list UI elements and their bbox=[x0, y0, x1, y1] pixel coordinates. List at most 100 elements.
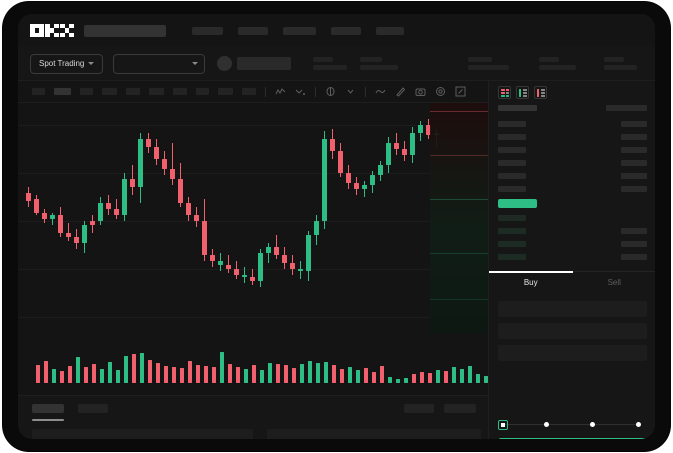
orders-placeholder-rows bbox=[32, 429, 481, 439]
candle-body bbox=[66, 233, 71, 237]
timeframe-1[interactable] bbox=[32, 88, 45, 95]
candle-body bbox=[122, 179, 127, 215]
bid-row-price[interactable] bbox=[498, 254, 526, 260]
ask-row-price[interactable] bbox=[498, 186, 526, 192]
total-field[interactable] bbox=[498, 345, 647, 361]
candle-body bbox=[138, 139, 143, 187]
volume-bar bbox=[412, 374, 416, 383]
nav-item-3[interactable] bbox=[283, 26, 316, 35]
timeframe-2[interactable] bbox=[54, 88, 71, 95]
tab-order-history[interactable] bbox=[78, 404, 108, 413]
drawing-tools-icon[interactable] bbox=[395, 86, 406, 97]
candle bbox=[42, 103, 47, 333]
timeframe-7[interactable] bbox=[173, 88, 187, 95]
order-book-rows[interactable] bbox=[489, 105, 655, 271]
candle bbox=[218, 103, 223, 333]
market-type-select[interactable]: Spot Trading bbox=[30, 53, 104, 74]
bid-row-price[interactable] bbox=[498, 241, 526, 247]
tab-buy[interactable]: Buy bbox=[489, 271, 573, 293]
timeframe-6[interactable] bbox=[149, 88, 164, 95]
timeframe-8[interactable] bbox=[196, 88, 209, 95]
ask-row-price[interactable] bbox=[498, 134, 526, 140]
bid-row-amount[interactable] bbox=[621, 241, 647, 247]
stat-volume bbox=[468, 57, 510, 70]
stepper-step-active[interactable] bbox=[498, 420, 508, 430]
amount-field[interactable] bbox=[498, 323, 647, 339]
candle-body bbox=[378, 165, 383, 175]
timeframe-9[interactable] bbox=[218, 88, 233, 95]
camera-icon[interactable] bbox=[415, 86, 426, 97]
ask-row-amount[interactable] bbox=[621, 147, 647, 153]
bid-row-amount[interactable] bbox=[621, 228, 647, 234]
bids-only-icon[interactable] bbox=[516, 86, 529, 99]
asks-only-icon[interactable] bbox=[534, 86, 547, 99]
volume-histogram[interactable] bbox=[18, 333, 488, 395]
candle-body bbox=[282, 255, 287, 263]
line-chart-icon[interactable] bbox=[375, 86, 386, 97]
candle bbox=[242, 103, 247, 333]
trading-pair-select[interactable] bbox=[113, 53, 206, 74]
timeframe-4[interactable] bbox=[102, 88, 117, 95]
nav-item-1[interactable] bbox=[192, 26, 223, 35]
nav-item-4[interactable] bbox=[331, 26, 361, 35]
candle-body bbox=[362, 185, 367, 189]
ask-row-price[interactable] bbox=[498, 160, 526, 166]
depth-line-2 bbox=[430, 155, 488, 156]
order-book-spread-highlight[interactable] bbox=[498, 199, 537, 208]
order-book-header-amount[interactable] bbox=[606, 105, 647, 111]
stepper-step-4[interactable] bbox=[636, 422, 641, 427]
tab-sell[interactable]: Sell bbox=[573, 272, 656, 293]
timeframe-3[interactable] bbox=[80, 88, 93, 95]
volume-bar bbox=[60, 371, 64, 383]
stat-low bbox=[539, 57, 577, 70]
nav-item-2[interactable] bbox=[238, 26, 268, 35]
ask-row-amount[interactable] bbox=[621, 186, 647, 192]
compare-icon[interactable] bbox=[325, 86, 336, 97]
amount-stepper[interactable] bbox=[498, 419, 647, 431]
both-sides-icon[interactable] bbox=[498, 86, 511, 99]
ask-row-price[interactable] bbox=[498, 173, 526, 179]
ask-row-amount[interactable] bbox=[621, 121, 647, 127]
market-type-label: Spot Trading bbox=[39, 59, 85, 68]
bid-row-price[interactable] bbox=[498, 228, 526, 234]
fullscreen-icon[interactable] bbox=[455, 86, 466, 97]
gridline-2 bbox=[18, 173, 488, 174]
chevron-down-icon[interactable] bbox=[345, 86, 356, 97]
chart-type-icon[interactable] bbox=[295, 86, 306, 97]
nav-item-5[interactable] bbox=[376, 26, 404, 35]
stepper-step-3[interactable] bbox=[590, 422, 595, 427]
orders-action-1[interactable] bbox=[404, 404, 434, 413]
timeframe-10[interactable] bbox=[242, 88, 256, 95]
app-screen: OKX Spot Trading bbox=[18, 14, 655, 439]
submit-order-button[interactable] bbox=[498, 438, 647, 439]
header-nav bbox=[192, 26, 404, 35]
volume-bar bbox=[388, 377, 392, 383]
volume-bar bbox=[156, 363, 160, 383]
candlestick-chart[interactable] bbox=[18, 103, 488, 333]
tab-sell-label: Sell bbox=[607, 278, 621, 287]
price-field[interactable] bbox=[498, 301, 647, 317]
bid-row-amount[interactable] bbox=[621, 254, 647, 260]
tab-open-orders[interactable] bbox=[32, 404, 64, 413]
ask-row-price[interactable] bbox=[498, 147, 526, 153]
ask-row-amount[interactable] bbox=[621, 160, 647, 166]
order-book-header-price[interactable] bbox=[498, 105, 537, 111]
candle-body bbox=[242, 275, 247, 277]
candle bbox=[114, 103, 119, 333]
indicators-icon[interactable] bbox=[275, 86, 286, 97]
order-book-panel: Buy Sell bbox=[488, 81, 655, 439]
timeframe-5[interactable] bbox=[126, 88, 140, 95]
stepper-step-2[interactable] bbox=[544, 422, 549, 427]
settings-icon[interactable] bbox=[435, 86, 446, 97]
gridline-5 bbox=[18, 317, 488, 318]
okx-logo[interactable]: OKX bbox=[30, 23, 74, 38]
bid-row-price[interactable] bbox=[498, 215, 526, 221]
ask-row-amount[interactable] bbox=[621, 134, 647, 140]
search-input[interactable] bbox=[84, 24, 166, 37]
candle bbox=[410, 103, 415, 333]
candle bbox=[90, 103, 95, 333]
orders-action-2[interactable] bbox=[444, 404, 476, 413]
gridline-4 bbox=[18, 269, 488, 270]
ask-row-price[interactable] bbox=[498, 121, 526, 127]
ask-row-amount[interactable] bbox=[621, 173, 647, 179]
